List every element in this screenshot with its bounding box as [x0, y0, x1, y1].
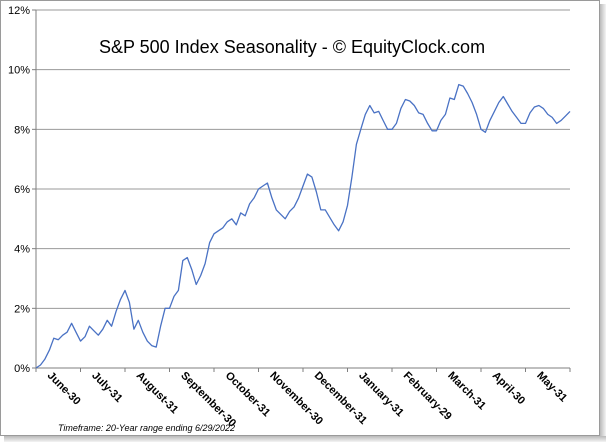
series-line-sp500-seasonality [35, 83, 571, 369]
chart-footnote: Timeframe: 20-Year range ending 6/29/202… [58, 423, 235, 433]
x-tick-label: April-30 [490, 370, 527, 407]
x-tick-label: May-31 [534, 370, 569, 405]
y-tick-label: 2% [14, 303, 30, 315]
chart-frame [0, 0, 600, 436]
y-tick-label: 10% [8, 65, 30, 77]
y-tick-labels: 0% 2% 4% 6% 8% 10% 12% [8, 5, 30, 375]
y-tick-label: 12% [8, 5, 30, 17]
y-tick-label: 4% [14, 244, 30, 256]
x-tick-label: July-31 [89, 370, 124, 405]
x-tick-marks [35, 368, 571, 372]
frame-shadow-bottom [4, 436, 606, 442]
y-tick-label: 8% [14, 124, 30, 136]
y-tick-marks [32, 9, 36, 369]
frame-shadow-right [600, 4, 606, 440]
y-tick-label: 6% [14, 184, 30, 196]
chart-title: S&P 500 Index Seasonality - © EquityCloc… [99, 37, 485, 57]
y-tick-label: 0% [14, 363, 30, 375]
x-tick-label: June-30 [45, 370, 83, 408]
x-tick-label: August-31 [134, 370, 181, 417]
x-tick-label: March-31 [445, 370, 488, 413]
x-tick-labels: June-30 July-31 August-31September-30Octob… [45, 370, 569, 430]
